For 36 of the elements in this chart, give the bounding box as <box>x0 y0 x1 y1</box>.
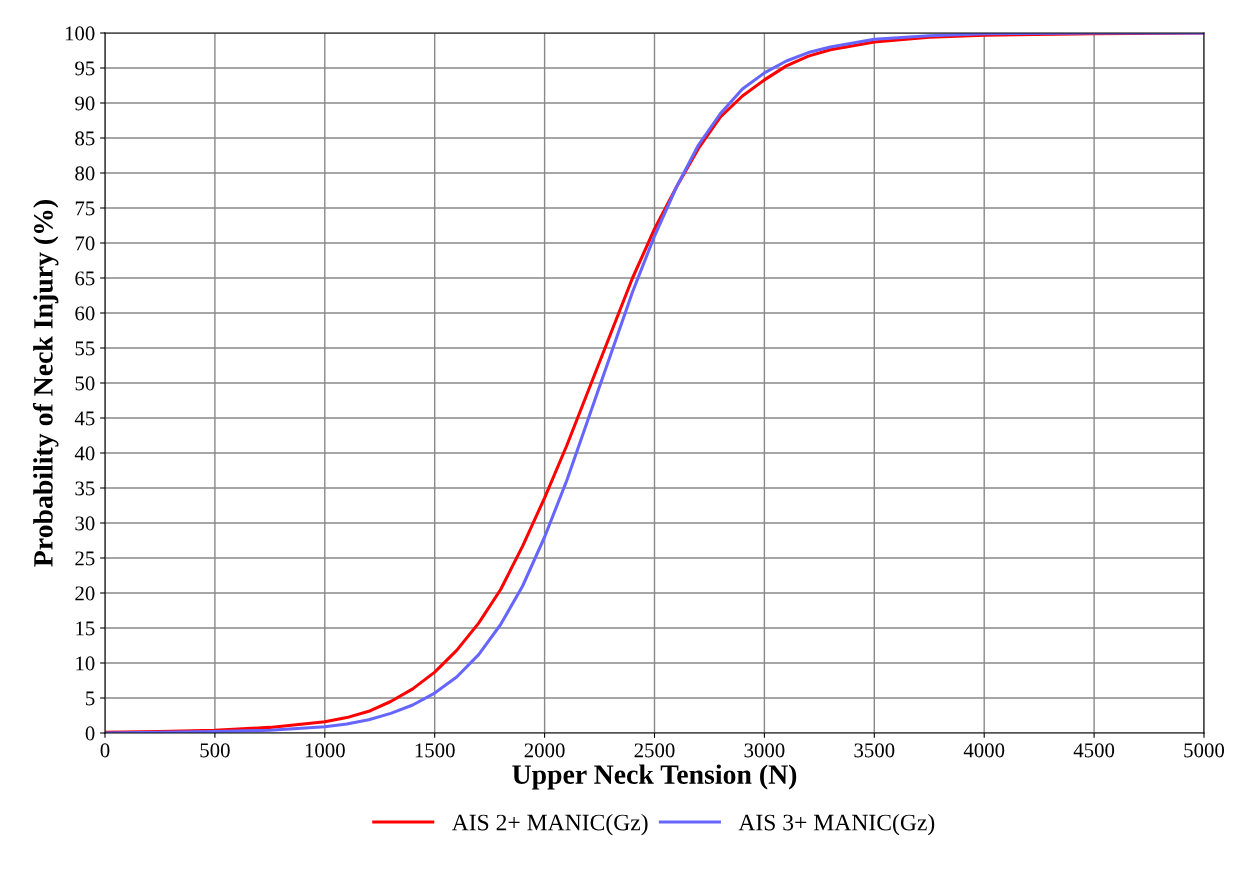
x-tick-label: 4500 <box>1073 743 1115 758</box>
x-tick-label: 5000 <box>1184 743 1225 758</box>
y-tick-label: 60 <box>75 306 95 321</box>
x-tick-label: 2500 <box>634 743 675 758</box>
y-tick-label: 35 <box>75 481 95 496</box>
legend-label: AIS 3+ MANIC(Gz) <box>738 813 935 836</box>
y-tick-label: 75 <box>75 201 95 216</box>
x-tick-label: 1000 <box>305 743 345 758</box>
y-tick-label: 95 <box>75 61 95 76</box>
y-axis-title: Probability of Neck Injury (%) <box>32 200 59 567</box>
y-tick-label: 55 <box>75 341 95 356</box>
y-tick-label: 30 <box>75 516 95 531</box>
x-tick-label: 3000 <box>744 743 785 758</box>
x-tick-label: 3500 <box>854 743 895 758</box>
legend-label: AIS 2+ MANIC(Gz) <box>451 813 648 836</box>
x-tick-label: 4000 <box>963 743 1005 758</box>
y-tick-label: 50 <box>75 376 95 391</box>
y-tick-label: 10 <box>76 656 95 671</box>
x-tick-label: 2000 <box>524 743 565 758</box>
y-tick-label: 85 <box>75 131 95 146</box>
x-tick-label: 1500 <box>415 743 455 758</box>
y-tick-label: 15 <box>76 621 95 636</box>
y-tick-label: 5 <box>86 691 95 706</box>
y-tick-label: 100 <box>65 26 95 41</box>
x-tick-label: 0 <box>100 743 110 758</box>
x-axis-title: Upper Neck Tension (N) <box>512 764 797 790</box>
y-tick-label: 20 <box>75 586 95 601</box>
y-tick-label: 45 <box>74 411 95 426</box>
y-tick-label: 90 <box>75 96 95 111</box>
y-tick-label: 65 <box>75 271 95 286</box>
y-tick-label: 0 <box>85 726 95 741</box>
y-tick-label: 70 <box>75 236 95 251</box>
y-tick-label: 25 <box>75 551 95 566</box>
x-tick-label: 500 <box>200 743 230 758</box>
y-tick-label: 40 <box>74 446 95 461</box>
y-tick-label: 80 <box>75 166 95 181</box>
